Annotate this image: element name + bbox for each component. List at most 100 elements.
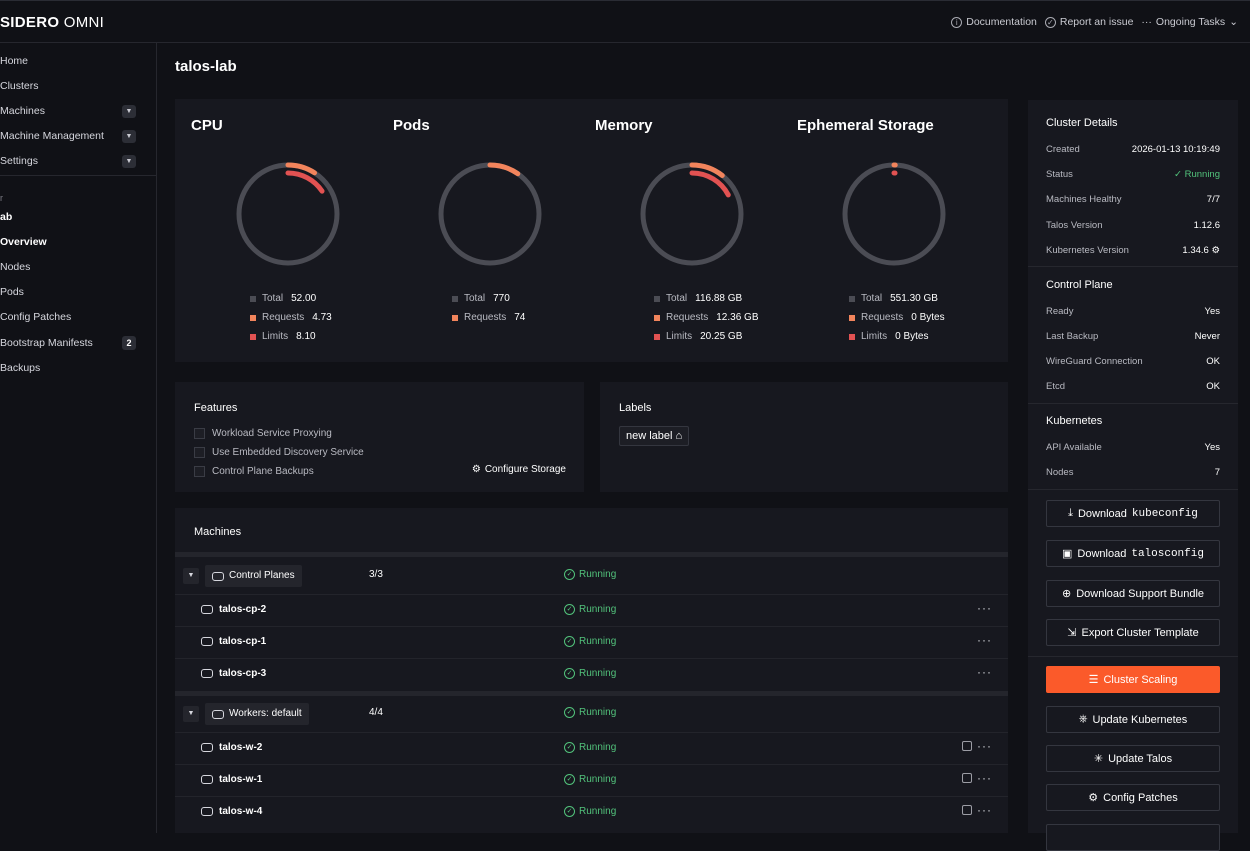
download-support-bundle-button[interactable]: ⊕Download Support Bundle <box>1046 580 1220 607</box>
limits-swatch <box>654 334 660 340</box>
report-issue-link[interactable]: ✓Report an issue <box>1045 16 1134 28</box>
checkbox[interactable] <box>194 447 205 458</box>
cluster-scaling-button[interactable]: ☰Cluster Scaling <box>1046 666 1220 693</box>
group-row-workers[interactable]: ▼ Workers: default 4/4 ✓Running <box>175 698 1008 730</box>
machine-name[interactable]: talos-cp-1 <box>201 636 266 647</box>
config-patches-button[interactable]: ⚙Config Patches <box>1046 784 1220 811</box>
machine-name[interactable]: talos-w-4 <box>201 806 262 817</box>
unlock-icon[interactable] <box>962 773 972 783</box>
unlock-icon[interactable] <box>962 741 972 751</box>
total-swatch <box>654 296 660 302</box>
chevron-down-icon: ⌄ <box>1229 16 1238 28</box>
checkbox[interactable] <box>194 428 205 439</box>
sidebar-item-config-patches[interactable]: Config Patches <box>0 306 156 328</box>
update-talos-button[interactable]: ✳Update Talos <box>1046 745 1220 772</box>
chevron-down-icon[interactable]: ▼ <box>122 105 136 118</box>
cpu-title: CPU <box>191 117 223 134</box>
dots-icon: ··· <box>1141 16 1152 28</box>
pods-requests: 74 <box>514 312 525 323</box>
limits-swatch <box>849 334 855 340</box>
collapse-toggle[interactable]: ▼ <box>183 706 199 722</box>
chevron-down-icon[interactable]: ▼ <box>122 130 136 143</box>
checkbox[interactable] <box>194 466 205 477</box>
machine-name[interactable]: talos-cp-2 <box>201 604 266 615</box>
sidebar-item-backups[interactable]: Backups <box>0 357 156 379</box>
machine-row[interactable]: talos-w-1 ✓Running ··· <box>175 764 1008 796</box>
gear-icon: ⚙ <box>472 464 481 475</box>
more-menu-icon[interactable]: ··· <box>977 633 992 647</box>
tag-icon: ⌂ <box>676 430 683 442</box>
sidebar-item-machine-management[interactable]: Machine Management▼ <box>0 125 156 147</box>
sidebar-item-pods[interactable]: Pods <box>0 281 156 303</box>
feature-embedded-discovery[interactable]: Use Embedded Discovery Service <box>194 445 364 459</box>
check-circle-icon: ✓ <box>564 774 575 785</box>
labels-title: Labels <box>619 402 651 414</box>
status-running: ✓Running <box>564 774 616 785</box>
more-menu-icon[interactable]: ··· <box>977 739 992 753</box>
group-separator <box>175 552 1008 557</box>
configure-storage-button[interactable]: ⚙Configure Storage <box>472 464 566 475</box>
divider <box>1028 489 1238 490</box>
feature-workload-proxying[interactable]: Workload Service Proxying <box>194 426 332 440</box>
more-menu-icon[interactable]: ··· <box>977 601 992 615</box>
requests-arc <box>490 165 518 174</box>
group-row-control-planes[interactable]: ▼ Control Planes 3/3 ✓Running <box>175 560 1008 592</box>
more-menu-icon[interactable]: ··· <box>977 771 992 785</box>
sidebar-item-machines[interactable]: Machines▼ <box>0 100 156 122</box>
machine-name[interactable]: talos-w-1 <box>201 774 262 785</box>
update-kubernetes-button[interactable]: ⎈Update Kubernetes <box>1046 706 1220 733</box>
status-row: Status✓ Running <box>1046 169 1220 183</box>
upgrade-icon[interactable]: ⚙ <box>1211 245 1220 256</box>
sidebar-cluster-name[interactable]: ab <box>0 206 156 228</box>
sidebar-item-overview[interactable]: Overview <box>0 231 156 253</box>
machine-row[interactable]: talos-w-2 ✓Running ··· <box>175 732 1008 764</box>
divider <box>1028 403 1238 404</box>
brand-logo[interactable]: SIDERO OMNI <box>0 14 104 31</box>
machine-row[interactable]: talos-cp-1 ✓Running ··· <box>175 626 1008 658</box>
new-label-button[interactable]: new label ⌂ <box>619 426 689 446</box>
collapse-toggle[interactable]: ▼ <box>183 568 199 584</box>
machine-name[interactable]: talos-cp-3 <box>201 668 266 679</box>
export-cluster-template-button[interactable]: ⇲Export Cluster Template <box>1046 619 1220 646</box>
chevron-down-icon[interactable]: ▼ <box>122 155 136 168</box>
storage-total: 551.30 GB <box>890 293 938 304</box>
machine-row[interactable]: talos-cp-3 ✓Running ··· <box>175 658 1008 690</box>
requests-swatch <box>452 315 458 321</box>
server-icon <box>201 775 213 784</box>
status-running: ✓Running <box>564 668 616 679</box>
info-icon: i <box>951 17 962 28</box>
page-title: talos-lab <box>175 58 237 75</box>
sidebar-item-settings[interactable]: Settings▼ <box>0 150 156 172</box>
sidebar-item-home[interactable]: Home <box>0 50 156 72</box>
lifebuoy-icon: ⊕ <box>1062 587 1071 600</box>
more-actions-button[interactable] <box>1046 824 1220 851</box>
sidebar-item-clusters[interactable]: Clusters <box>0 75 156 97</box>
server-icon: ☰ <box>1089 673 1099 686</box>
download-kubeconfig-button[interactable]: ⤓Download kubeconfig <box>1046 500 1220 527</box>
sidebar-item-nodes[interactable]: Nodes <box>0 256 156 278</box>
status-running: ✓Running <box>564 569 616 580</box>
download-talosconfig-button[interactable]: ▣Download talosconfig <box>1046 540 1220 567</box>
group-label: Control Planes <box>205 565 302 587</box>
more-menu-icon[interactable]: ··· <box>977 665 992 679</box>
total-ring <box>643 165 741 263</box>
ongoing-tasks-button[interactable]: ···Ongoing Tasks⌄ <box>1141 16 1238 28</box>
machine-row[interactable]: talos-cp-2 ✓Running ··· <box>175 594 1008 626</box>
total-ring <box>239 165 337 263</box>
unlock-icon[interactable] <box>962 805 972 815</box>
more-menu-icon[interactable]: ··· <box>977 803 992 817</box>
group-label: Workers: default <box>205 703 309 725</box>
feature-control-plane-backups[interactable]: Control Plane Backups <box>194 464 314 478</box>
machine-row[interactable]: talos-w-4 ✓Running ··· <box>175 796 1008 828</box>
machine-name[interactable]: talos-w-2 <box>201 742 262 753</box>
